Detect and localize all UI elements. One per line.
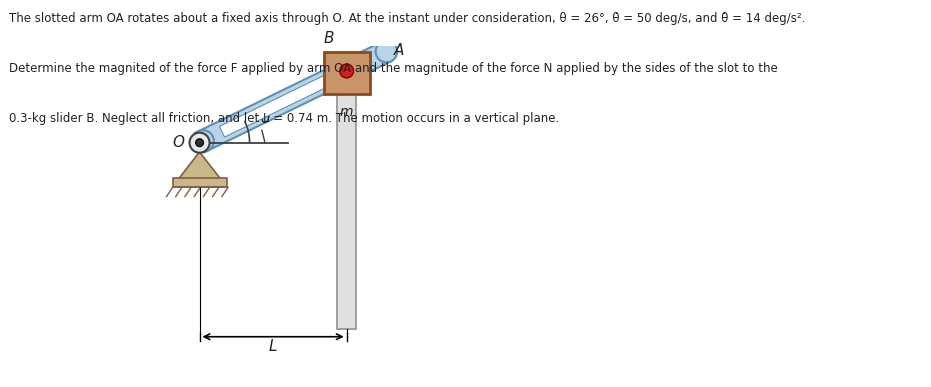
Circle shape <box>340 64 354 78</box>
Circle shape <box>196 139 203 147</box>
Bar <box>324 52 370 94</box>
Text: L: L <box>269 339 277 354</box>
Ellipse shape <box>192 130 214 152</box>
Text: O: O <box>172 135 184 150</box>
Text: Determine the magnited of the force F applied by arm OA and the magnitude of the: Determine the magnited of the force F ap… <box>9 62 778 75</box>
Ellipse shape <box>375 41 398 62</box>
Text: The slotted arm OA rotates about a fixed axis through O. At the instant under co: The slotted arm OA rotates about a fixed… <box>9 12 805 25</box>
Circle shape <box>190 133 209 153</box>
Polygon shape <box>220 55 371 137</box>
Text: 0.3-kg slider B. Neglect all friction, and let L = 0.74 m. The motion occurs in : 0.3-kg slider B. Neglect all friction, a… <box>9 112 560 125</box>
Text: m: m <box>340 105 354 119</box>
Bar <box>172 178 226 187</box>
Polygon shape <box>195 42 391 152</box>
Text: B: B <box>324 31 334 46</box>
Text: θ: θ <box>262 111 271 126</box>
Text: A: A <box>394 43 404 58</box>
Bar <box>337 75 356 329</box>
Polygon shape <box>178 152 222 180</box>
